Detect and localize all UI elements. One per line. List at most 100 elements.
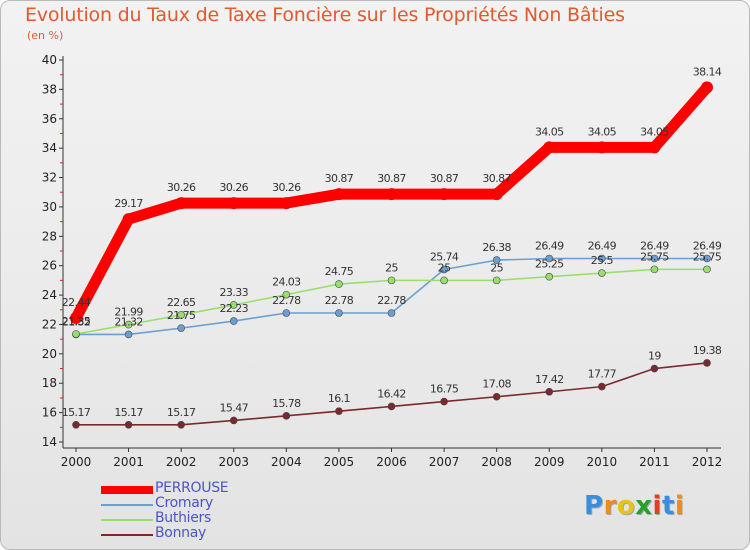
data-label-buthiers: 22.65 bbox=[167, 296, 196, 309]
data-point-cromary bbox=[492, 256, 501, 264]
data-point-bonnay bbox=[229, 416, 238, 425]
data-label-bonnay: 17.08 bbox=[482, 378, 511, 391]
data-label-buthiers: 25.25 bbox=[535, 258, 564, 271]
chart-subtitle: (en %) bbox=[27, 29, 64, 42]
x-tick-label: 2009 bbox=[534, 455, 565, 469]
legend-swatch-perrouse bbox=[101, 486, 153, 494]
data-label-buthiers: 23.33 bbox=[220, 286, 249, 299]
data-point-bonnay bbox=[282, 412, 291, 420]
data-point-cromary bbox=[440, 265, 448, 274]
x-tick-label: 2012 bbox=[692, 455, 723, 469]
legend-label-bonnay: Bonnay bbox=[155, 525, 206, 541]
data-point-cromary bbox=[545, 254, 554, 263]
data-point-perrouse bbox=[175, 197, 188, 210]
logo-letter: x bbox=[635, 491, 653, 521]
data-label-bonnay: 15.78 bbox=[272, 397, 301, 410]
data-point-perrouse bbox=[385, 188, 398, 201]
data-label-cromary: 22.78 bbox=[272, 294, 301, 307]
data-point-buthiers bbox=[387, 276, 396, 285]
data-point-buthiers bbox=[650, 265, 659, 274]
data-point-buthiers bbox=[72, 330, 80, 338]
data-label-cromary: 22.78 bbox=[325, 294, 354, 307]
logo-letter: i bbox=[674, 491, 685, 521]
y-tick-label: 22 bbox=[42, 317, 57, 331]
y-tick-label: 32 bbox=[42, 171, 57, 185]
data-label-bonnay: 19.38 bbox=[693, 344, 722, 357]
data-label-perrouse: 34.05 bbox=[535, 125, 564, 138]
logo-letter: t bbox=[661, 491, 675, 521]
data-label-buthiers: 25 bbox=[438, 261, 451, 274]
chart-title: Evolution du Taux de Taxe Foncière sur l… bbox=[25, 4, 625, 26]
data-point-bonnay bbox=[440, 397, 448, 406]
data-label-cromary: 26.49 bbox=[640, 239, 669, 252]
data-point-cromary bbox=[703, 254, 711, 263]
y-tick-label: 28 bbox=[42, 229, 57, 243]
data-point-perrouse bbox=[701, 81, 713, 94]
data-point-perrouse bbox=[70, 311, 82, 324]
data-label-perrouse: 30.87 bbox=[377, 172, 406, 185]
data-point-perrouse bbox=[543, 141, 556, 154]
legend-swatch-bonnay bbox=[101, 534, 153, 536]
x-tick-label: 2002 bbox=[166, 455, 197, 469]
x-tick-label: 2011 bbox=[639, 455, 670, 469]
data-point-buthiers bbox=[598, 269, 606, 277]
data-point-bonnay bbox=[545, 387, 554, 396]
data-point-cromary bbox=[124, 330, 133, 339]
y-tick-label: 16 bbox=[42, 406, 57, 420]
data-point-buthiers bbox=[177, 311, 185, 319]
data-label-cromary: 22.78 bbox=[377, 294, 406, 307]
data-label-cromary: 21.75 bbox=[167, 309, 196, 322]
data-label-bonnay: 16.1 bbox=[328, 392, 350, 405]
data-point-bonnay bbox=[335, 407, 343, 415]
data-label-perrouse: 30.26 bbox=[167, 181, 196, 194]
data-label-buthiers: 25 bbox=[385, 261, 398, 274]
data-label-bonnay: 15.17 bbox=[167, 406, 196, 419]
data-point-cromary bbox=[335, 309, 343, 317]
y-tick-label: 34 bbox=[42, 141, 57, 155]
proxiti-logo: Proxiti bbox=[584, 491, 684, 521]
data-point-perrouse bbox=[490, 188, 503, 201]
logo-letter: o bbox=[616, 491, 636, 521]
data-label-bonnay: 15.17 bbox=[62, 406, 91, 419]
data-label-perrouse: 30.87 bbox=[430, 172, 459, 185]
x-tick-label: 2007 bbox=[429, 455, 460, 469]
data-point-perrouse bbox=[595, 141, 608, 154]
data-point-perrouse bbox=[122, 213, 135, 226]
data-label-buthiers: 21.99 bbox=[114, 306, 143, 319]
data-point-perrouse bbox=[438, 188, 451, 201]
data-label-perrouse: 30.26 bbox=[272, 181, 301, 194]
data-label-buthiers: 21.35 bbox=[62, 315, 91, 328]
data-label-cromary: 26.49 bbox=[535, 239, 564, 252]
data-label-buthiers: 25 bbox=[490, 261, 503, 274]
data-point-cromary bbox=[650, 254, 659, 263]
data-point-buthiers bbox=[229, 301, 238, 309]
data-point-cromary bbox=[229, 317, 238, 325]
data-point-bonnay bbox=[650, 364, 659, 373]
y-tick-label: 40 bbox=[42, 53, 57, 67]
data-point-bonnay bbox=[387, 402, 396, 411]
data-label-cromary: 22.23 bbox=[220, 302, 249, 315]
y-tick-label: 14 bbox=[42, 435, 57, 449]
data-label-perrouse: 34.05 bbox=[640, 125, 669, 138]
data-point-buthiers bbox=[282, 290, 291, 299]
legend-swatch-buthiers bbox=[101, 519, 153, 521]
x-tick-label: 2010 bbox=[587, 455, 618, 469]
data-point-perrouse bbox=[648, 141, 661, 154]
x-tick-label: 2004 bbox=[271, 455, 302, 469]
y-tick-label: 38 bbox=[42, 82, 57, 96]
logo-letter: r bbox=[603, 491, 617, 521]
data-label-buthiers: 24.75 bbox=[325, 265, 354, 278]
data-point-bonnay bbox=[72, 421, 80, 429]
data-label-bonnay: 15.17 bbox=[114, 406, 143, 419]
legend-label-perrouse: PERROUSE bbox=[155, 480, 229, 496]
data-label-bonnay: 16.75 bbox=[430, 383, 459, 396]
data-point-buthiers bbox=[545, 272, 554, 281]
data-point-bonnay bbox=[177, 421, 185, 429]
x-tick-label: 2001 bbox=[113, 455, 144, 469]
logo-letter: P bbox=[584, 491, 604, 521]
data-label-perrouse: 22.44 bbox=[62, 296, 91, 309]
y-tick-label: 18 bbox=[42, 376, 57, 390]
legend-swatch-cromary bbox=[101, 504, 153, 506]
data-label-bonnay: 17.77 bbox=[588, 368, 617, 381]
data-point-bonnay bbox=[703, 359, 711, 367]
